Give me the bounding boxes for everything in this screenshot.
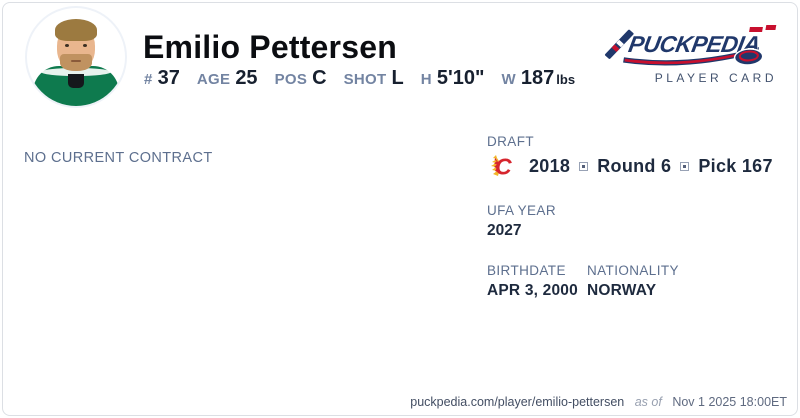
nationality-value: NORWAY bbox=[587, 282, 657, 299]
speed-dash bbox=[749, 27, 763, 32]
birthdate-section: BIRTHDATE APR 3, 2000 bbox=[487, 263, 587, 300]
footer: puckpedia.com/player/emilio-pettersen as… bbox=[410, 395, 787, 409]
eye-left bbox=[65, 44, 69, 47]
birth-nationality-row: BIRTHDATE APR 3, 2000 NATIONALITY NORWAY bbox=[487, 263, 773, 300]
separator-icon bbox=[579, 161, 589, 171]
details-column: DRAFT C 2018 Round 6 Pick 167 UFA YEAR 2… bbox=[487, 134, 773, 300]
stat-position-value: C bbox=[312, 67, 327, 89]
player-name: Emilio Pettersen bbox=[143, 29, 397, 65]
draft-round: Round 6 bbox=[597, 155, 672, 176]
ufa-label: UFA YEAR bbox=[487, 203, 556, 218]
stat-position-label: POS bbox=[274, 71, 308, 88]
contract-status: NO CURRENT CONTRACT bbox=[24, 150, 213, 166]
stat-shot-value: L bbox=[391, 67, 404, 89]
speed-dash bbox=[765, 25, 777, 30]
stat-weight-unit: lbs bbox=[556, 72, 576, 87]
puck-icon bbox=[733, 48, 764, 66]
nationality-label: NATIONALITY bbox=[587, 263, 679, 278]
stat-number-label: # bbox=[144, 71, 153, 88]
profile-url[interactable]: puckpedia.com/player/emilio-pettersen bbox=[410, 395, 625, 409]
beard-shape bbox=[60, 54, 92, 71]
stat-weight-label: W bbox=[501, 71, 516, 88]
nationality-section: NATIONALITY NORWAY bbox=[587, 263, 687, 300]
stat-shot-label: SHOT bbox=[343, 71, 387, 88]
stat-number: # 37 bbox=[144, 67, 180, 90]
brand-block: PuckPedia PLAYER CARD bbox=[601, 21, 781, 85]
stat-height-value: 5'10" bbox=[436, 67, 485, 89]
draft-pick: Pick 167 bbox=[698, 155, 773, 176]
player-avatar bbox=[27, 8, 125, 106]
draft-details: 2018 Round 6 Pick 167 bbox=[529, 156, 773, 177]
player-stats-row: # 37 AGE 25 POS C SHOT L H 5'10" W 187 l… bbox=[144, 67, 592, 90]
birthdate-label: BIRTHDATE bbox=[487, 263, 566, 278]
svg-text:C: C bbox=[495, 154, 512, 178]
birthdate-value: APR 3, 2000 bbox=[487, 282, 578, 299]
stat-weight-value: 187 bbox=[520, 67, 555, 89]
stat-weight: W 187 lbs bbox=[501, 67, 575, 90]
timestamp: Nov 1 2025 18:00ET bbox=[672, 395, 787, 409]
as-of-label: as of bbox=[634, 395, 662, 409]
hair-shape bbox=[55, 19, 97, 41]
draft-section: DRAFT C 2018 Round 6 Pick 167 bbox=[487, 134, 773, 179]
collar-laces bbox=[68, 74, 84, 88]
eye-right bbox=[83, 44, 87, 47]
ufa-section: UFA YEAR 2027 bbox=[487, 203, 773, 240]
stat-number-value: 37 bbox=[157, 67, 180, 89]
mouth-shape bbox=[71, 60, 81, 62]
stat-age-value: 25 bbox=[235, 67, 258, 89]
player-card-tagline: PLAYER CARD bbox=[654, 71, 777, 85]
draft-label: DRAFT bbox=[487, 134, 534, 149]
ufa-value: 2027 bbox=[487, 222, 522, 239]
stat-height-label: H bbox=[420, 71, 432, 88]
draft-year: 2018 bbox=[529, 155, 571, 176]
stat-position: POS C bbox=[275, 67, 327, 90]
separator-icon bbox=[680, 161, 690, 171]
stat-height: H 5'10" bbox=[421, 67, 485, 90]
stat-age-label: AGE bbox=[196, 71, 231, 88]
stat-age: AGE 25 bbox=[197, 67, 258, 90]
hockey-stick-icon bbox=[603, 28, 636, 61]
calgary-flames-logo-icon: C bbox=[491, 154, 512, 178]
stat-shot: SHOT L bbox=[344, 67, 404, 90]
jersey-trim bbox=[41, 68, 111, 76]
puckpedia-logo-icon[interactable]: PuckPedia bbox=[601, 21, 779, 69]
